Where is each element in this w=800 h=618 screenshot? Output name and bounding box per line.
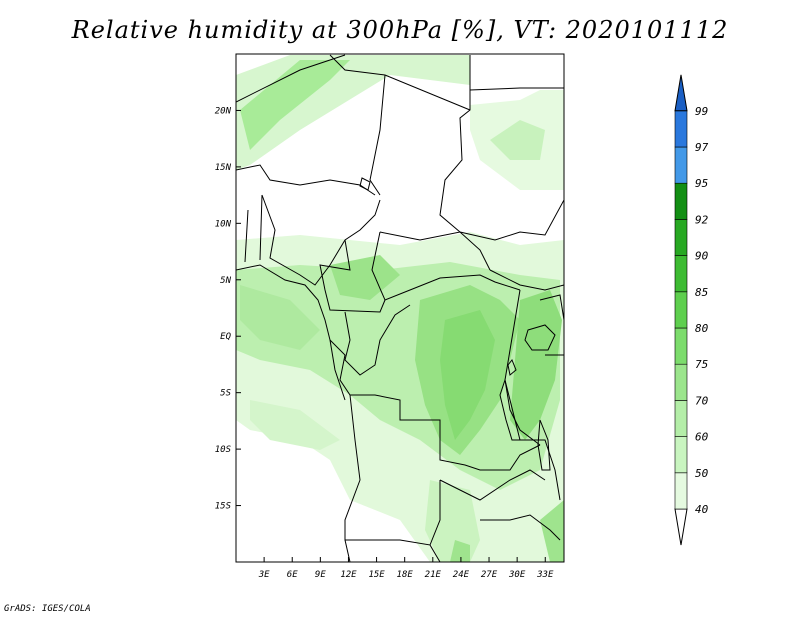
- colorbar-segment: [674, 146, 688, 184]
- colorbar-label: 40: [695, 503, 709, 516]
- border-east: [520, 294, 564, 501]
- colorbar-segment: [674, 110, 688, 148]
- humidity-field: [236, 55, 564, 562]
- colorbar: 40 50 60 70 75 80 85 90 92 95 97 99: [674, 74, 709, 546]
- lat-tick-label: 10N: [215, 219, 232, 229]
- lat-tick-label: 15S: [215, 502, 232, 512]
- colorbar-label: 75: [695, 358, 708, 371]
- border-libya-niger: [236, 54, 346, 103]
- border-chad-sudan: [439, 55, 471, 233]
- humidity-south-md: [450, 540, 470, 562]
- lake-malawi: [537, 419, 551, 471]
- colorbar-segment: [674, 400, 688, 437]
- humidity-band-north-md: [240, 60, 350, 150]
- grads-credit: GrADS: IGES/COLA: [4, 604, 91, 614]
- border-south-sudan: [489, 269, 564, 291]
- lon-axis: 3E 6E 9E 12E 15E 18E 21E 24E 27E 30E 33E: [258, 557, 554, 580]
- colorbar-label: 97: [695, 141, 709, 154]
- lat-tick-label: 20N: [215, 106, 232, 116]
- border-niger-algeria: [329, 54, 471, 111]
- colorbar-label: 70: [695, 394, 709, 407]
- border-congo: [344, 304, 411, 376]
- map-frame: [235, 53, 565, 563]
- border-cameroon: [319, 239, 386, 313]
- humidity-southeast-md: [540, 500, 564, 562]
- border-sudan: [459, 87, 564, 241]
- lon-tick-label: 24E: [453, 570, 470, 580]
- colorbar-label: 50: [695, 467, 709, 480]
- border-niger-chad: [369, 74, 386, 196]
- border-zimbabwe: [480, 514, 561, 541]
- colorbar-segment: [674, 363, 688, 401]
- colorbar-segment: [674, 219, 688, 256]
- lat-tick-label: EQ: [220, 332, 231, 342]
- country-borders: [236, 54, 564, 562]
- colorbar-label: 90: [695, 250, 709, 263]
- border-coast-gabon: [236, 264, 346, 401]
- lon-tick-label: 21E: [425, 570, 442, 580]
- lat-tick-label: 5N: [220, 276, 231, 286]
- lon-tick-label: 6E: [287, 570, 298, 580]
- lon-tick-label: 12E: [340, 570, 357, 580]
- humidity-central-dk: [330, 255, 400, 300]
- colorbar-segment: [674, 436, 688, 474]
- colorbar-label: 92: [695, 213, 709, 226]
- lat-tick-label: 10S: [215, 445, 232, 455]
- lon-tick-label: 9E: [315, 570, 326, 580]
- colorbar-top-arrow: [674, 74, 688, 112]
- colorbar-label: 60: [695, 431, 709, 444]
- lat-tick-label: 5S: [220, 389, 231, 399]
- lon-tick-label: 15E: [368, 570, 385, 580]
- colorbar-label: 95: [695, 177, 708, 190]
- lake-chad: [359, 177, 371, 191]
- border-namibia: [344, 539, 441, 562]
- border-zambia: [439, 469, 546, 501]
- humidity-basin-vdk: [440, 310, 495, 440]
- humidity-southwest-lt: [250, 400, 340, 450]
- colorbar-label: 85: [695, 286, 708, 299]
- humidity-rift-dk: [510, 290, 562, 440]
- border-car: [371, 231, 521, 301]
- humidity-south-lt: [425, 480, 480, 562]
- humidity-northeast-md: [490, 120, 545, 160]
- border-niger-mali: [236, 164, 376, 196]
- humidity-west-md: [240, 285, 320, 350]
- lon-tick-label: 30E: [508, 570, 526, 580]
- colorbar-bottom-arrow: [674, 508, 688, 546]
- colorbar-label: 80: [695, 322, 709, 335]
- lon-tick-label: 18E: [397, 570, 414, 580]
- lake-tanganyika: [499, 378, 521, 441]
- lat-axis: 20N 15N 10N 5N EQ 5S 10S 15S: [215, 106, 241, 512]
- colorbar-segment: [674, 472, 688, 510]
- colorbar-segment: [674, 255, 688, 293]
- colorbar-segment: [674, 327, 688, 365]
- lakes: [359, 177, 556, 471]
- map-title: Relative humidity at 300hPa [%], VT: 202…: [71, 16, 729, 44]
- colorbar-segment: [674, 182, 688, 220]
- colorbar-label: 99: [695, 105, 708, 118]
- lat-tick-label: 15N: [215, 163, 232, 173]
- lon-tick-label: 33E: [536, 570, 554, 580]
- colorbar-segment: [674, 291, 688, 329]
- border-drc-west: [329, 339, 541, 471]
- lon-tick-label: 27E: [481, 570, 498, 580]
- border-benin-togo: [244, 194, 263, 263]
- lon-tick-label: 3E: [258, 570, 270, 580]
- lake-kivu: [507, 359, 517, 376]
- lake-victoria: [524, 324, 556, 351]
